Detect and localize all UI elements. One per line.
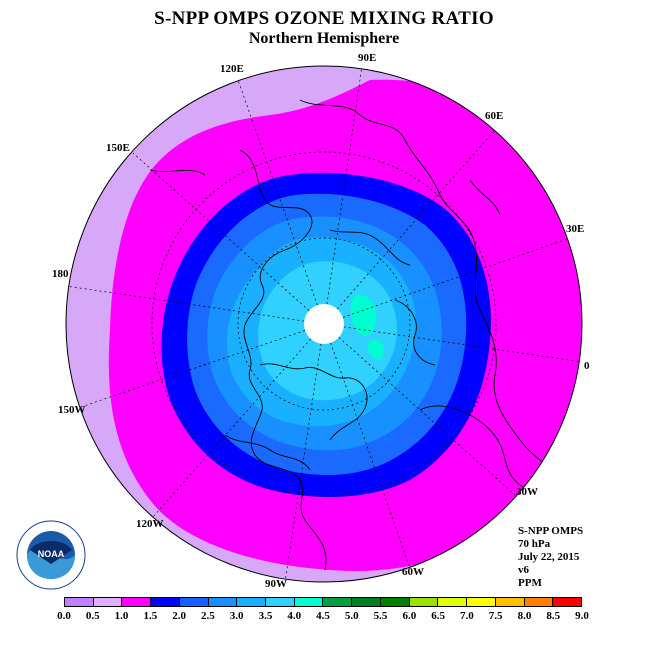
color-bar-segment <box>237 598 267 606</box>
info-units: PPM <box>518 577 542 589</box>
region-aqua-small <box>368 339 384 360</box>
product-info: S-NPP OMPS 70 hPa July 22, 2015 v6 PPM <box>518 525 583 590</box>
map-boundary <box>65 65 583 583</box>
color-bar-segment <box>294 598 324 606</box>
map-subtitle: Northern Hemisphere <box>248 30 400 47</box>
color-bar-segment <box>380 598 410 606</box>
color-bar-tick-label: 0.0 <box>57 610 71 622</box>
map-title: S-NPP OMPS OZONE MIXING RATIO <box>154 8 494 29</box>
color-bar-tick-label: 7.5 <box>488 610 503 622</box>
color-bar-tick-label: 6.5 <box>431 610 445 622</box>
color-bar-segment <box>65 598 94 606</box>
lon-label-150w: 150W <box>58 404 86 416</box>
color-bar <box>64 597 582 607</box>
color-bar-tick-label: 5.5 <box>373 610 388 622</box>
lon-label-60w: 60W <box>402 566 424 578</box>
color-bar-tick-label: 0.5 <box>85 610 100 622</box>
color-bar-tick-label: 7.0 <box>460 610 474 622</box>
lon-label-180: 180 <box>52 268 69 280</box>
lon-label-0: 0 <box>584 360 590 372</box>
lon-label-30e: 30E <box>566 223 585 235</box>
lon-label-150e: 150E <box>106 142 130 154</box>
color-bar-segment <box>122 598 152 606</box>
lon-label-30w: 30W <box>516 486 538 498</box>
color-bar-tick-label: 9.0 <box>575 610 589 622</box>
region-aqua <box>350 294 377 336</box>
color-bar-tick-label: 8.5 <box>546 610 561 622</box>
color-bar-segment <box>93 598 123 606</box>
color-bar-tick-label: 2.0 <box>172 610 186 622</box>
color-bar-tick-label: 1.0 <box>114 610 129 622</box>
noaa-logo-icon: NOAA <box>16 520 86 590</box>
info-instrument: S-NPP OMPS <box>518 525 584 537</box>
color-bar-segment <box>467 598 496 606</box>
logo-text: NOAA <box>38 549 65 559</box>
info-date: July 22, 2015 <box>518 551 580 563</box>
color-bar-segment <box>524 598 554 606</box>
color-bar-tick-label: 4.5 <box>316 610 330 622</box>
lon-label-90e: 90E <box>358 52 377 64</box>
info-level: 70 hPa <box>518 538 551 550</box>
color-bar-segment <box>266 598 295 606</box>
color-bar-tick-label: 3.5 <box>258 610 273 622</box>
lon-label-90w: 90W <box>265 578 287 590</box>
coastlines <box>149 99 581 571</box>
lon-label-120w: 120W <box>136 518 164 530</box>
color-bar-tick-label: 5.0 <box>344 610 359 622</box>
color-bar-segment <box>179 598 209 606</box>
lon-label-60e: 60E <box>485 110 504 122</box>
color-bar-tick-label: 8.0 <box>517 610 532 622</box>
color-bar-tick-label: 6.0 <box>402 610 417 622</box>
color-bar-tick-label: 2.5 <box>201 610 215 622</box>
color-bar-segment <box>495 598 525 606</box>
pole-no-data <box>304 304 344 344</box>
color-bar-segment <box>352 598 381 606</box>
color-bar-ticks: 0.0 0.5 1.0 1.5 2.0 2.5 3.0 3.5 4.0 4.5 5.0 5.5 6.0 6… <box>0 610 648 624</box>
color-bar-tick-label: 1.5 <box>143 610 158 622</box>
color-bar-segment <box>323 598 353 606</box>
color-bar-segment <box>208 598 238 606</box>
color-bar-segment <box>438 598 468 606</box>
lon-label-120e: 120E <box>220 63 244 75</box>
color-bar-segment <box>151 598 180 606</box>
color-bar-tick-label: 3.0 <box>229 610 244 622</box>
color-bar-segment <box>553 598 581 606</box>
color-bar-segment <box>409 598 439 606</box>
graticule <box>66 66 582 582</box>
info-version: v6 <box>518 564 529 576</box>
color-bar-tick-label: 4.0 <box>287 610 302 622</box>
